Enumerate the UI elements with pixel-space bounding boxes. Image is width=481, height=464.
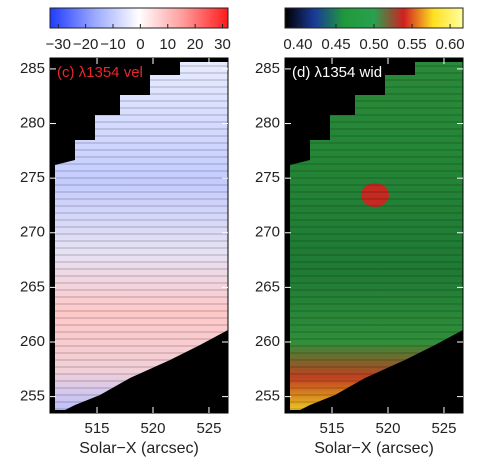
colorbar-tick-label: −20 [73,36,98,53]
colorbar-tick-label: 10 [159,36,176,53]
y-tick-label: 260 [20,333,45,350]
y-tick-label: 260 [255,333,280,350]
colorbar-tick-label: 20 [187,36,204,53]
x-axis-label: Solar−X (arcsec) [314,440,434,457]
plot-frame [49,57,229,414]
y-tick-label: 265 [255,278,280,295]
x-tick-label: 515 [85,420,110,437]
colorbar-tick-label: 0.50 [359,36,388,53]
panel-label: (d) λ1354 wid [292,64,382,81]
colorbar-tick-label: 30 [214,36,231,53]
y-tick-label: 255 [255,388,280,405]
y-tick-label: 270 [255,224,280,241]
colorbar-tick-label: −30 [45,36,70,53]
x-tick-label: 520 [140,420,165,437]
y-tick-label: 285 [255,60,280,77]
x-tick-label: 515 [320,420,345,437]
y-tick-label: 285 [20,60,45,77]
y-tick-label: 275 [20,169,45,186]
colorbar-tick-label: −10 [100,36,125,53]
x-tick-label: 525 [431,420,456,437]
x-tick-label: 525 [196,420,221,437]
y-tick-label: 270 [20,224,45,241]
x-tick-label: 520 [375,420,400,437]
y-tick-label: 265 [20,278,45,295]
y-tick-label: 280 [255,115,280,132]
colorbar-tick-label: 0.45 [321,36,350,53]
colorbar-tick-label: 0.60 [435,36,464,53]
colorbar-tick-label: 0.55 [397,36,426,53]
plot-frame [284,57,464,414]
colorbar [49,7,229,29]
y-tick-label: 255 [20,388,45,405]
colorbar-tick-label: 0.40 [283,36,312,53]
x-axis-label: Solar−X (arcsec) [79,440,199,457]
panel-label: (c) λ1354 vel [57,64,143,81]
colorbar-tick-label: 0 [136,36,144,53]
y-tick-label: 275 [255,169,280,186]
y-tick-label: 280 [20,115,45,132]
